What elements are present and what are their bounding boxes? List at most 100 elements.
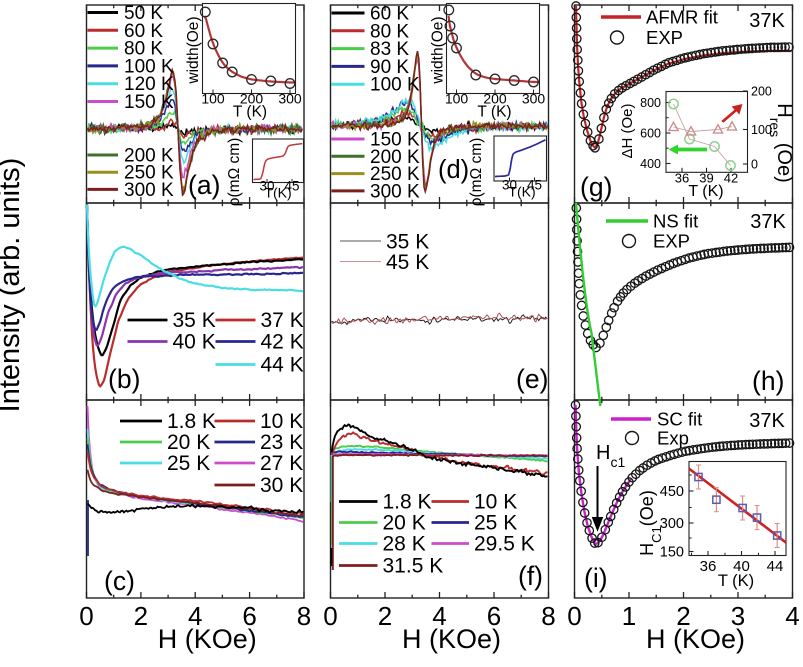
svg-text:150 K: 150 K	[124, 92, 174, 113]
svg-text:20 K: 20 K	[167, 431, 210, 454]
svg-text:Exp: Exp	[657, 428, 689, 449]
svg-text:37 K: 37 K	[261, 309, 304, 332]
svg-text:200 K: 200 K	[370, 147, 420, 168]
svg-text:200 K: 200 K	[124, 146, 174, 167]
svg-text:300: 300	[660, 516, 684, 532]
svg-text:250 K: 250 K	[124, 163, 174, 184]
svg-text:30: 30	[259, 179, 274, 194]
svg-text:31.5 K: 31.5 K	[383, 555, 444, 578]
svg-text:36: 36	[700, 558, 717, 575]
svg-text:0: 0	[79, 601, 93, 631]
svg-text:H (KOe): H (KOe)	[646, 624, 745, 654]
svg-text:ρ(mΩ cm): ρ(mΩ cm)	[468, 138, 485, 207]
svg-text:250 K: 250 K	[370, 164, 420, 185]
svg-text:35 K: 35 K	[386, 231, 429, 254]
svg-text:100: 100	[445, 91, 469, 107]
svg-text:6: 6	[487, 601, 501, 631]
svg-text:120 K: 120 K	[124, 74, 174, 95]
svg-text:27 K: 27 K	[260, 452, 303, 475]
svg-text:42: 42	[724, 171, 738, 186]
svg-text:2: 2	[134, 601, 148, 631]
svg-text:NS fit: NS fit	[653, 211, 698, 232]
svg-text:AFMR fit: AFMR fit	[646, 7, 718, 28]
svg-text:28 K: 28 K	[383, 533, 426, 556]
svg-text:(e): (e)	[516, 364, 548, 394]
svg-text:1: 1	[622, 601, 636, 631]
svg-text:(c): (c)	[104, 566, 135, 596]
svg-text:400: 400	[640, 157, 661, 171]
svg-text:83 K: 83 K	[370, 39, 409, 60]
svg-text:200: 200	[751, 85, 772, 99]
svg-text:(h): (h)	[752, 366, 784, 396]
svg-text:45: 45	[527, 178, 542, 193]
svg-text:300: 300	[522, 91, 546, 107]
svg-text:T (K): T (K)	[477, 104, 511, 121]
svg-text:150: 150	[660, 545, 684, 561]
svg-text:100: 100	[201, 91, 225, 107]
svg-text:2: 2	[378, 601, 392, 631]
svg-text:(f): (f)	[518, 561, 543, 591]
svg-text:EXP: EXP	[653, 231, 690, 252]
svg-text:450: 450	[660, 484, 684, 500]
svg-text:200: 200	[483, 91, 507, 107]
svg-text:0: 0	[751, 158, 758, 172]
svg-text:4: 4	[432, 601, 446, 631]
svg-text:44 K: 44 K	[261, 354, 304, 377]
svg-text:300: 300	[278, 91, 302, 107]
svg-text:width(Oe): width(Oe)	[185, 16, 202, 84]
svg-text:600: 600	[640, 127, 661, 141]
svg-text:42 K: 42 K	[261, 331, 304, 354]
svg-text:Intensity (arb. units): Intensity (arb. units)	[0, 158, 26, 413]
svg-text:(i): (i)	[584, 563, 608, 593]
svg-text:T(K): T(K)	[264, 185, 291, 201]
svg-text:39: 39	[699, 171, 713, 186]
svg-text:150 K: 150 K	[370, 130, 420, 151]
svg-text:H (KOe): H (KOe)	[158, 624, 257, 654]
svg-text:T (K): T (K)	[688, 183, 723, 200]
svg-text:100 K: 100 K	[370, 75, 420, 96]
svg-text:35 K: 35 K	[173, 309, 216, 332]
svg-text:25 K: 25 K	[167, 452, 210, 475]
svg-text:25 K: 25 K	[474, 512, 517, 535]
svg-text:45: 45	[284, 179, 299, 194]
svg-text:45 K: 45 K	[386, 251, 429, 274]
svg-text:2: 2	[676, 601, 690, 631]
svg-text:40 K: 40 K	[173, 331, 216, 354]
svg-text:37K: 37K	[749, 410, 785, 432]
svg-text:ρ(mΩ cm): ρ(mΩ cm)	[226, 138, 243, 207]
svg-text:4: 4	[785, 601, 799, 631]
svg-text:80 K: 80 K	[124, 39, 163, 60]
svg-text:(d): (d)	[438, 156, 469, 184]
svg-text:60 K: 60 K	[370, 4, 409, 25]
svg-text:1.8 K: 1.8 K	[383, 491, 432, 514]
svg-text:ΔH (Oe): ΔH (Oe)	[619, 103, 636, 158]
svg-text:3: 3	[731, 601, 745, 631]
svg-text:T(K): T(K)	[508, 184, 535, 200]
svg-text:(a): (a)	[188, 170, 220, 200]
svg-text:200: 200	[240, 91, 264, 107]
svg-text:40: 40	[733, 558, 750, 575]
svg-text:8: 8	[541, 601, 555, 631]
svg-text:H (KOe): H (KOe)	[402, 624, 501, 654]
svg-text:T (K): T (K)	[718, 572, 754, 590]
svg-text:50 K: 50 K	[124, 3, 163, 24]
svg-text:37K: 37K	[749, 10, 785, 32]
svg-text:0: 0	[323, 601, 337, 631]
svg-text:width(Oe): width(Oe)	[430, 16, 447, 84]
svg-text:300 K: 300 K	[370, 181, 420, 202]
svg-text:60 K: 60 K	[124, 21, 163, 42]
svg-text:20 K: 20 K	[383, 512, 426, 535]
svg-text:44: 44	[767, 558, 784, 575]
svg-text:1.8 K: 1.8 K	[167, 410, 216, 433]
svg-text:0: 0	[567, 601, 581, 631]
svg-text:SC fit: SC fit	[657, 409, 702, 430]
svg-text:10 K: 10 K	[260, 410, 303, 433]
svg-text:(b): (b)	[108, 364, 140, 394]
svg-text:10 K: 10 K	[474, 491, 517, 514]
svg-text:23 K: 23 K	[260, 431, 303, 454]
svg-text:6: 6	[242, 601, 256, 631]
svg-text:(g): (g)	[580, 172, 612, 202]
svg-text:T (K): T (K)	[233, 104, 267, 121]
svg-text:90 K: 90 K	[370, 57, 409, 78]
svg-text:100: 100	[751, 123, 772, 137]
